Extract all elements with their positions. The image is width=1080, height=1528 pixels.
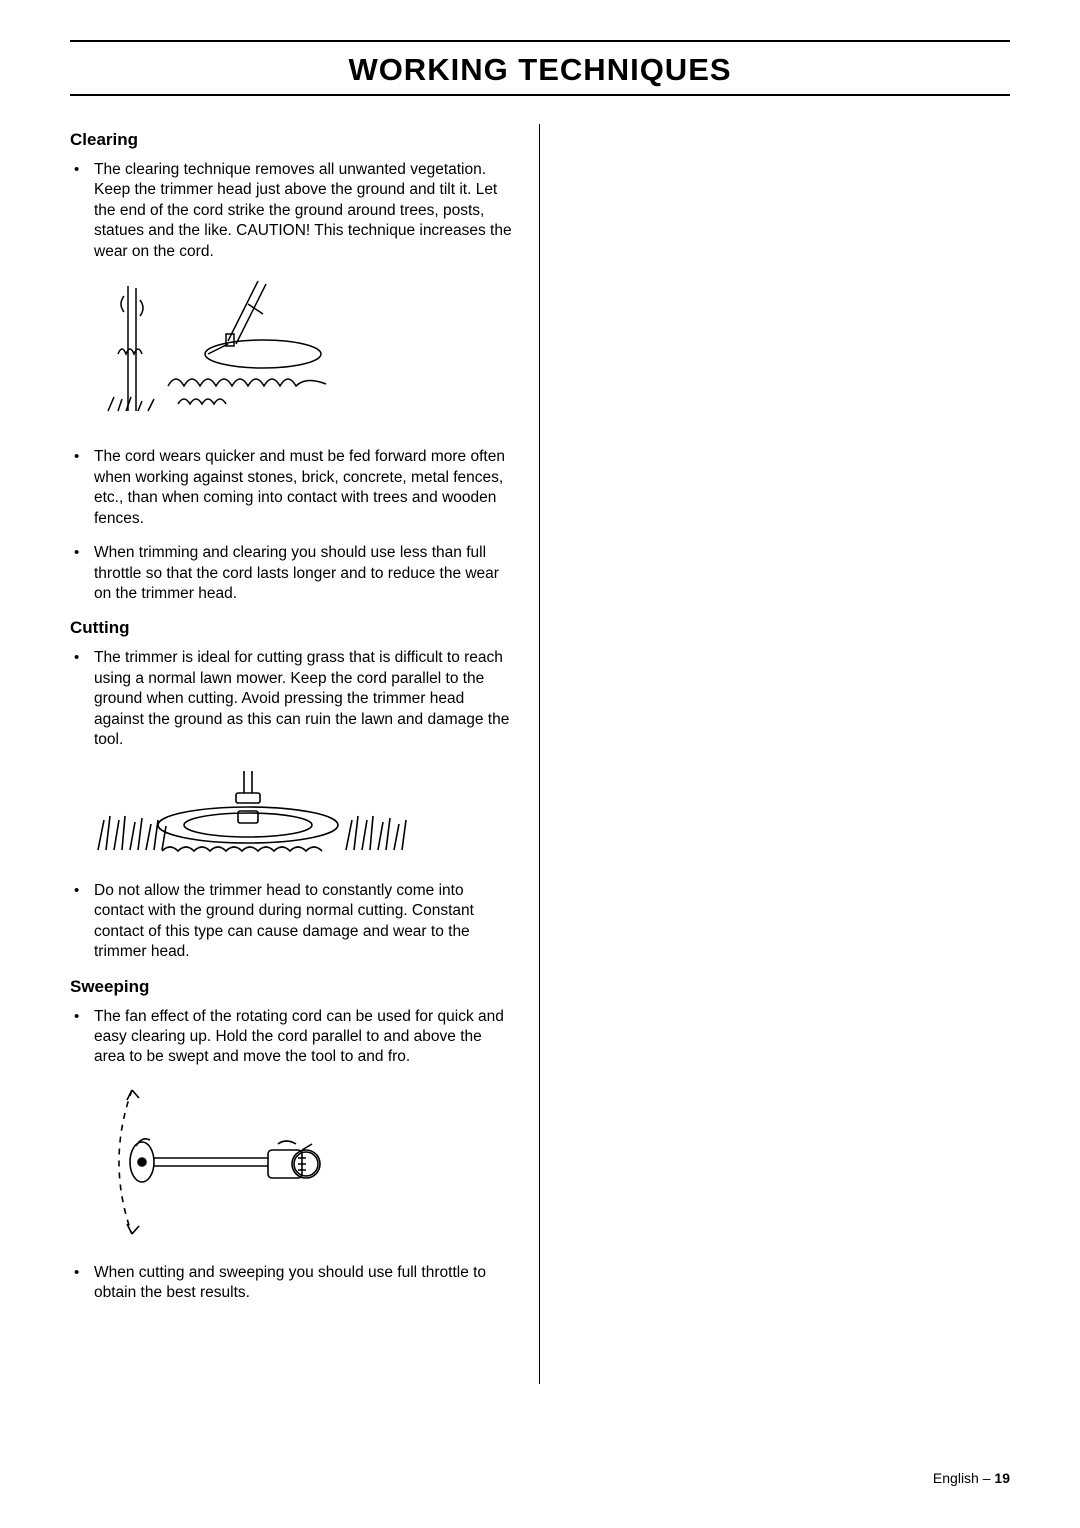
- manual-page: WORKING TECHNIQUES Clearing The clearing…: [0, 0, 1080, 1424]
- bottom-rule: [70, 94, 1010, 96]
- footer-language: English: [933, 1470, 979, 1486]
- left-column: Clearing The clearing technique removes …: [70, 124, 540, 1384]
- page-title: WORKING TECHNIQUES: [70, 48, 1010, 94]
- list-item: The cord wears quicker and must be fed f…: [70, 447, 517, 529]
- list-item: The clearing technique removes all unwan…: [70, 160, 517, 262]
- sweeping-list: The fan effect of the rotating cord can …: [70, 1007, 517, 1068]
- sweeping-list-2: When cutting and sweeping you should use…: [70, 1263, 517, 1304]
- list-item: When cutting and sweeping you should use…: [70, 1263, 517, 1304]
- cutting-list: The trimmer is ideal for cutting grass t…: [70, 648, 517, 750]
- cutting-list-2: Do not allow the trimmer head to constan…: [70, 881, 517, 963]
- footer-page-number: 19: [994, 1470, 1010, 1486]
- list-item: The trimmer is ideal for cutting grass t…: [70, 648, 517, 750]
- heading-cutting: Cutting: [70, 618, 517, 638]
- right-column: [540, 124, 1010, 1384]
- top-rule: [70, 40, 1010, 42]
- clearing-illustration: [88, 276, 517, 431]
- list-item: Do not allow the trimmer head to constan…: [70, 881, 517, 963]
- sweeping-illustration: [88, 1082, 517, 1247]
- list-item: When trimming and clearing you should us…: [70, 543, 517, 604]
- clearing-list-2: The cord wears quicker and must be fed f…: [70, 447, 517, 604]
- list-item: The fan effect of the rotating cord can …: [70, 1007, 517, 1068]
- cutting-illustration: [88, 765, 517, 865]
- page-footer: English – 19: [933, 1470, 1010, 1486]
- footer-separator: –: [979, 1470, 995, 1486]
- clearing-list: The clearing technique removes all unwan…: [70, 160, 517, 262]
- heading-sweeping: Sweeping: [70, 977, 517, 997]
- heading-clearing: Clearing: [70, 130, 517, 150]
- two-column-layout: Clearing The clearing technique removes …: [70, 124, 1010, 1384]
